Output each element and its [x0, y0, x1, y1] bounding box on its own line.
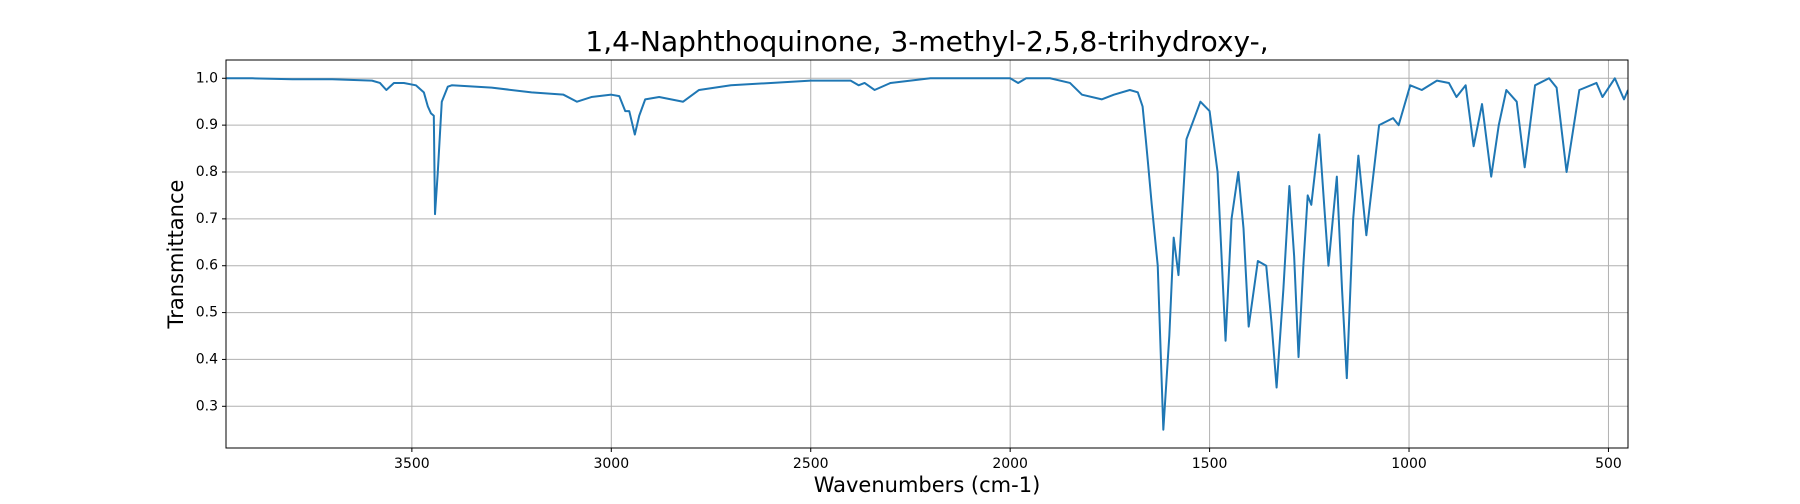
- y-tick-label: 0.6: [196, 258, 218, 274]
- y-tick-label: 0.9: [196, 117, 218, 133]
- spectrum-line: [226, 77, 1628, 431]
- y-tick-label: 0.3: [196, 398, 218, 414]
- chart-title: 1,4-Naphthoquinone, 3-methyl-2,5,8-trihy…: [585, 25, 1268, 58]
- y-tick-label: 0.4: [196, 351, 218, 367]
- x-tick-label: 500: [1595, 456, 1622, 472]
- x-tick-label: 2500: [793, 456, 829, 472]
- plot-frame: [225, 59, 1629, 449]
- x-tick-label: 2000: [992, 456, 1028, 472]
- x-tick-label: 3000: [593, 456, 629, 472]
- y-tick-label: 0.7: [196, 211, 218, 227]
- x-tick-label: 3500: [394, 456, 430, 472]
- x-axis-label: Wavenumbers (cm-1): [814, 473, 1041, 497]
- y-tick-label: 0.5: [196, 305, 218, 321]
- y-tick-label: 0.8: [196, 164, 218, 180]
- x-tick-label: 1000: [1391, 456, 1427, 472]
- y-axis-label: Transmittance: [164, 180, 188, 330]
- x-tick-label: 1500: [1192, 456, 1228, 472]
- y-tick-label: 1.0: [196, 70, 218, 86]
